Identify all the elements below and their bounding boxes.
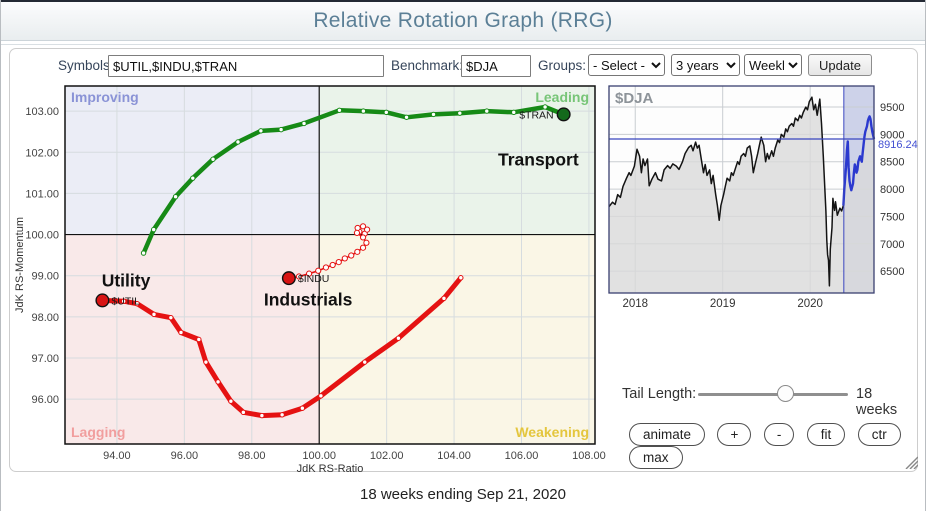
rrg-x-tick: 102.00 (370, 450, 404, 462)
rrg-chart[interactable]: Improving Leading Lagging Weakening 94.00 96.… (12, 81, 608, 481)
rrg-y-axis-label: JdK RS-Momentum (14, 217, 26, 313)
mini-y-tick: 8000 (880, 184, 904, 196)
rrg-y-tick: 99.00 (31, 271, 59, 283)
main-panel: Symbols: Benchmark: Groups: - Select - 3… (9, 48, 918, 475)
last-price-label: 8916.24 (878, 139, 918, 151)
price-line-tail-window (842, 115, 876, 206)
tail-slider-handle[interactable] (777, 385, 794, 402)
quadrant-label-weakening: Weakening (515, 424, 589, 440)
rrg-x-tick: 94.00 (103, 450, 131, 462)
head-util[interactable] (95, 293, 110, 308)
tail-slider-track[interactable] (698, 385, 848, 402)
rrg-x-tick: 98.00 (238, 450, 266, 462)
page-title: Relative Rotation Graph (RRG) (313, 9, 613, 32)
symbol-label-indu: $INDU (298, 273, 330, 285)
mini-y-tick: 6500 (880, 266, 904, 278)
rrg-x-tick: 108.00 (572, 450, 606, 462)
mini-chart[interactable]: $DJA 6500 7000 7500 8000 8500 9000 9500 8916.24 2… (599, 81, 926, 321)
groups-label: Groups: (538, 58, 587, 73)
period-select[interactable]: 3 years (671, 54, 740, 76)
rrg-x-tick: 100.00 (302, 450, 336, 462)
mini-x-tick: 2018 (622, 298, 648, 310)
chart-buttons: animate + - fit ctr max (629, 423, 917, 469)
update-button[interactable]: Update (808, 54, 872, 76)
symbols-input[interactable] (108, 55, 384, 77)
rrg-x-axis-label: JdK RS-Ratio (297, 463, 364, 475)
price-line (608, 96, 845, 287)
head-indu[interactable] (281, 271, 296, 286)
ctr-button[interactable]: ctr (857, 423, 901, 446)
quadrant-improving (65, 86, 320, 235)
max-button[interactable]: max (629, 446, 683, 469)
symbol-label-tran: $TRAN (519, 109, 553, 121)
sector-label-transport: Transport (498, 150, 579, 170)
rrg-y-tick: 100.00 (25, 230, 59, 242)
sector-label-utility: Utility (102, 271, 151, 291)
header-divider (1, 44, 925, 45)
tail-length-value: 18 weeks (856, 386, 898, 418)
zoom-out-button[interactable]: - (763, 423, 795, 446)
symbols-label: Symbols: (58, 58, 114, 73)
rrg-x-tick: 96.00 (171, 450, 199, 462)
benchmark-symbol-label: $DJA (615, 90, 654, 107)
quadrant-weakening (319, 234, 595, 444)
rrg-y-tick: 103.00 (25, 106, 59, 118)
benchmark-input[interactable] (461, 55, 531, 77)
mini-x-tick: 2020 (797, 298, 823, 310)
rrg-y-tick: 97.00 (31, 353, 59, 365)
head-tran[interactable] (556, 107, 571, 122)
rrg-y-tick: 102.00 (25, 147, 59, 159)
benchmark-label: Benchmark: (391, 58, 464, 73)
mini-x-tick: 2019 (710, 298, 736, 310)
tail-length-control: Tail Length: 18 weeks (610, 383, 915, 418)
quadrant-label-improving: Improving (71, 89, 139, 105)
quadrant-label-leading: Leading (535, 89, 589, 105)
mini-y-tick: 7500 (880, 211, 904, 223)
rrg-x-tick: 106.00 (505, 450, 539, 462)
price-area (609, 97, 874, 293)
title-bar: Relative Rotation Graph (RRG) (1, 0, 925, 41)
mini-y-tick: 9000 (880, 129, 904, 141)
frequency-select[interactable]: Weekly (744, 54, 802, 76)
mini-y-tick: 9500 (880, 102, 904, 114)
rrg-y-tick: 96.00 (31, 394, 59, 406)
rrg-y-tick: 98.00 (31, 312, 59, 324)
sector-label-industrials: Industrials (264, 290, 353, 310)
fit-button[interactable]: fit (806, 423, 846, 446)
mini-y-tick: 7000 (880, 239, 904, 251)
rrg-x-tick: 104.00 (437, 450, 471, 462)
symbol-label-util: $UTIL (111, 295, 140, 307)
groups-select[interactable]: - Select - (588, 54, 665, 76)
mini-y-tick: 8500 (880, 157, 904, 169)
tail-length-label: Tail Length: (622, 386, 697, 402)
zoom-in-button[interactable]: + (717, 423, 752, 446)
animate-button[interactable]: animate (629, 423, 706, 446)
footer-caption: 18 weeks ending Sep 21, 2020 (360, 486, 566, 503)
resize-handle-icon[interactable] (903, 454, 918, 469)
quadrant-label-lagging: Lagging (71, 424, 125, 440)
rrg-y-tick: 101.00 (25, 188, 59, 200)
